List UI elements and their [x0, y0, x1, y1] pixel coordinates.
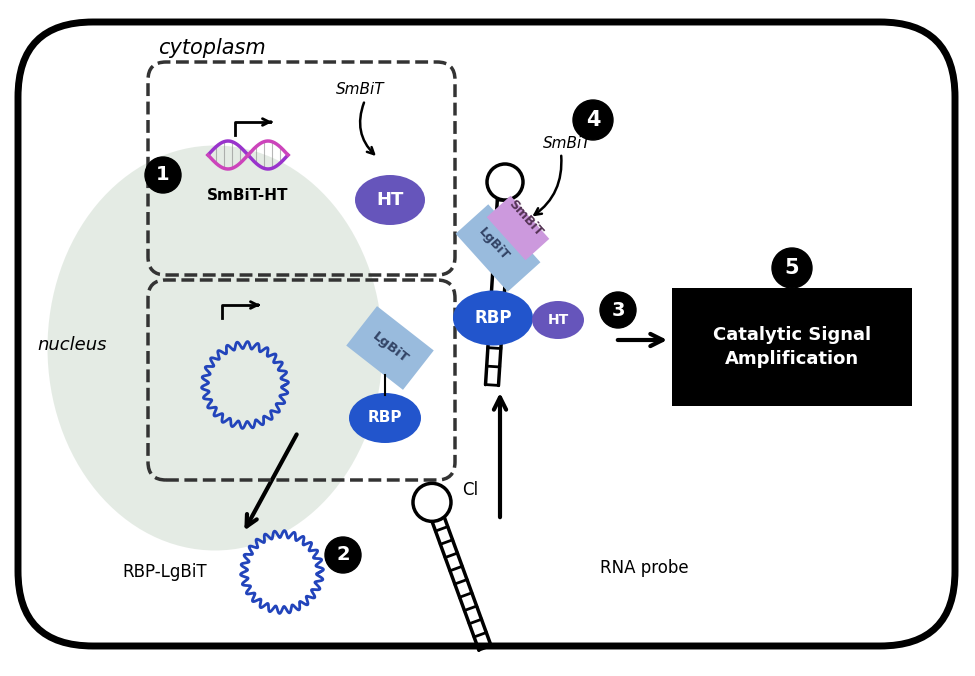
Text: LgBiT: LgBiT [370, 330, 410, 366]
Circle shape [325, 537, 361, 573]
Text: LgBiT: LgBiT [476, 225, 512, 263]
Text: Cl: Cl [462, 481, 478, 500]
Ellipse shape [355, 175, 425, 225]
Text: SmBiT: SmBiT [506, 197, 546, 239]
Text: RBP: RBP [474, 309, 512, 327]
Text: RBP-LgBiT: RBP-LgBiT [123, 563, 208, 581]
Text: cytoplasm: cytoplasm [158, 38, 266, 58]
Text: 3: 3 [611, 301, 625, 320]
Text: 2: 2 [336, 546, 350, 564]
Text: Catalytic Signal
Amplification: Catalytic Signal Amplification [713, 327, 871, 368]
Text: SmBiT-HT: SmBiT-HT [208, 188, 289, 203]
Ellipse shape [349, 393, 421, 443]
Circle shape [413, 483, 451, 521]
Ellipse shape [532, 301, 584, 339]
Bar [672, 288, 912, 406]
Circle shape [145, 157, 181, 193]
Text: 1: 1 [156, 166, 170, 185]
Text: RNA probe: RNA probe [600, 559, 688, 577]
Text: nucleus: nucleus [37, 336, 106, 354]
Text: RBP: RBP [368, 410, 403, 425]
Text: SmBiT: SmBiT [335, 82, 384, 97]
Polygon shape [487, 196, 549, 260]
FancyBboxPatch shape [18, 22, 955, 646]
Text: SmBiT: SmBiT [543, 135, 591, 151]
Polygon shape [455, 204, 540, 292]
Text: HT: HT [547, 313, 568, 327]
Ellipse shape [453, 291, 533, 345]
Text: 5: 5 [785, 258, 799, 278]
Text: 4: 4 [586, 110, 601, 130]
Circle shape [772, 248, 812, 288]
Text: HT: HT [376, 191, 404, 209]
Ellipse shape [48, 145, 382, 550]
Circle shape [487, 164, 523, 200]
Circle shape [573, 100, 613, 140]
Circle shape [600, 292, 636, 328]
Polygon shape [346, 306, 434, 390]
